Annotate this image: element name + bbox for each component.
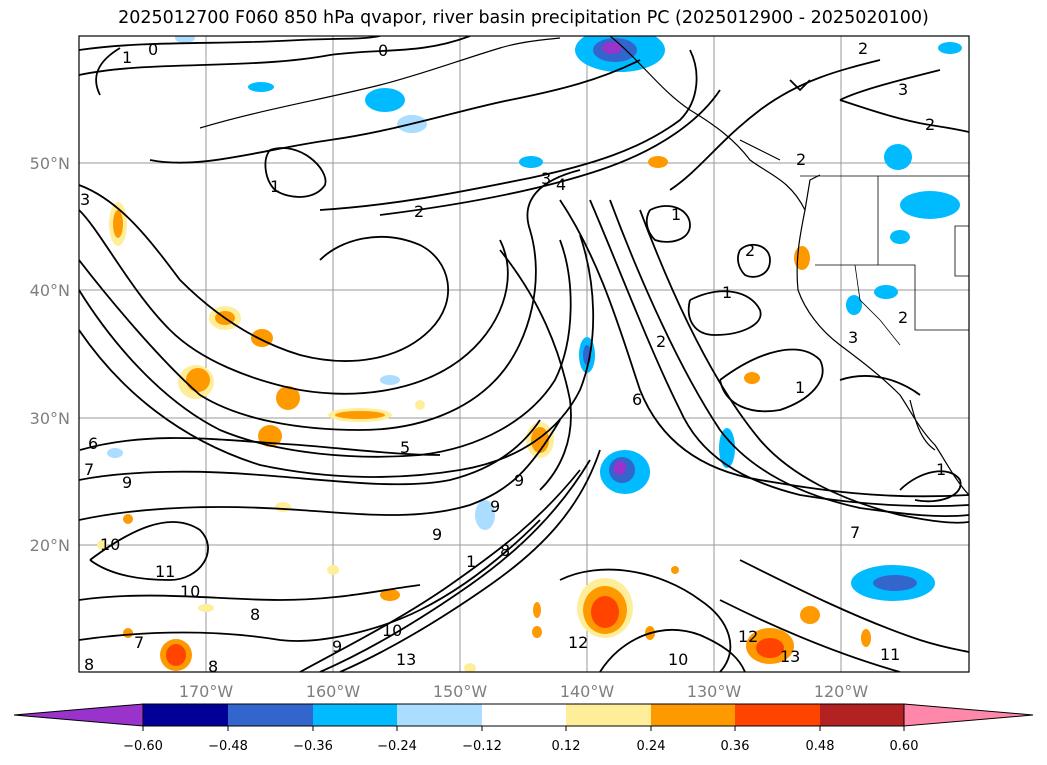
colorbar-tick-label: −0.24: [377, 739, 417, 754]
contour-label: 9: [490, 497, 500, 516]
contour-label: 0: [378, 41, 388, 60]
contour-label: 3: [898, 80, 908, 99]
colorbar-extend-high: [903, 703, 1034, 727]
contour-label: 3: [848, 328, 858, 347]
political-borders: [800, 175, 969, 346]
contour-label: 8: [208, 657, 218, 676]
contour-label: 2: [858, 39, 868, 58]
contour-label: 9: [432, 525, 442, 544]
contour-label: 7: [84, 460, 94, 479]
contour-label: 2: [925, 115, 935, 134]
lon-label: 170°W: [179, 682, 234, 701]
longitude-labels: 170°W 160°W 150°W 140°W 130°W 120°W: [179, 682, 869, 701]
colorbar-extend-low: [13, 703, 144, 727]
contour-label: 2: [796, 150, 806, 169]
map-title: 2025012700 F060 850 hPa qvapor, river ba…: [118, 8, 929, 28]
colorbar-tick-label: 0.24: [637, 739, 666, 754]
colorbar-segment: [820, 704, 904, 726]
lat-label: 20°N: [30, 536, 70, 555]
coastlines: [199, 36, 969, 496]
contour-label: 13: [780, 647, 800, 666]
lat-label: 30°N: [30, 409, 70, 428]
contour-label: 2: [414, 202, 424, 221]
lon-label: 160°W: [306, 682, 361, 701]
contour-label: 5: [400, 438, 410, 457]
colorbar-tick-label: −0.36: [293, 739, 333, 754]
colorbar-tick-label: 0.60: [890, 739, 919, 754]
contour-label: 11: [880, 645, 900, 664]
lat-label: 40°N: [30, 281, 70, 300]
contour-label: 11: [155, 562, 175, 581]
contour-label: 3: [80, 190, 90, 209]
contour-label: 10: [382, 621, 402, 640]
contour-label: 1: [122, 48, 132, 67]
contour-label: 8: [84, 655, 94, 674]
colorbar-segment: [143, 704, 228, 726]
contour-label: 3: [541, 169, 551, 188]
qvapor-contours: [79, 36, 969, 672]
contour-label: 1: [795, 378, 805, 397]
colorbar-segment: [313, 704, 397, 726]
contour-label: 1: [466, 552, 476, 571]
colorbar-tick-label: 0.36: [721, 739, 750, 754]
contour-label: 12: [738, 627, 758, 646]
contour-label: 1: [722, 283, 732, 302]
contour-label: 2: [745, 241, 755, 260]
contour-label: 1: [270, 177, 280, 196]
contour-label: 10: [180, 582, 200, 601]
contour-label: 8: [500, 541, 510, 560]
colorbar-tick-label: −0.48: [208, 739, 248, 754]
colorbar-segment: [566, 704, 651, 726]
colorbar-segment: [651, 704, 735, 726]
contour-label: 9: [514, 471, 524, 490]
colorbar: −0.60 −0.48 −0.36 −0.24 −0.12 0.12 0.24 …: [13, 703, 1034, 754]
contour-label: 1: [936, 460, 946, 479]
colorbar-segment: [397, 704, 482, 726]
lat-label: 50°N: [30, 154, 70, 173]
contour-label: 9: [332, 637, 342, 656]
contour-label: 0: [148, 40, 158, 59]
colorbar-tick-label: −0.60: [123, 739, 163, 754]
contour-label: 6: [88, 434, 98, 453]
precip-pc-negative-patches: [107, 36, 962, 601]
lon-label: 130°W: [687, 682, 742, 701]
contour-label: 10: [668, 650, 688, 669]
contour-label: 10: [100, 535, 120, 554]
lon-label: 120°W: [814, 682, 869, 701]
lon-label: 140°W: [560, 682, 615, 701]
contour-label: 7: [850, 523, 860, 542]
map-background: [79, 36, 969, 672]
contour-label: 2: [656, 332, 666, 351]
contour-label: 8: [250, 605, 260, 624]
latitude-labels: 50°N 40°N 30°N 20°N: [30, 154, 70, 555]
contour-labels: 0 1 0 1 2 3 4 2 3 2 2 1 2 1 2 3 2 1 6 5 …: [80, 39, 946, 676]
contour-label: 2: [898, 308, 908, 327]
contour-label: 1: [671, 205, 681, 224]
contour-label: 13: [396, 650, 416, 669]
map-frame: [78, 35, 970, 673]
contour-label: 9: [122, 473, 132, 492]
contour-label: 12: [568, 633, 588, 652]
colorbar-tick-label: −0.12: [462, 739, 502, 754]
colorbar-tick-label: 0.48: [806, 739, 835, 754]
contour-label: 4: [556, 175, 566, 194]
colorbar-segment: [735, 704, 820, 726]
contour-label: 7: [134, 633, 144, 652]
colorbar-tick-label: 0.12: [552, 739, 581, 754]
colorbar-segment: [482, 704, 566, 726]
colorbar-segment: [228, 704, 313, 726]
contour-label: 6: [632, 390, 642, 409]
lon-label: 150°W: [433, 682, 488, 701]
